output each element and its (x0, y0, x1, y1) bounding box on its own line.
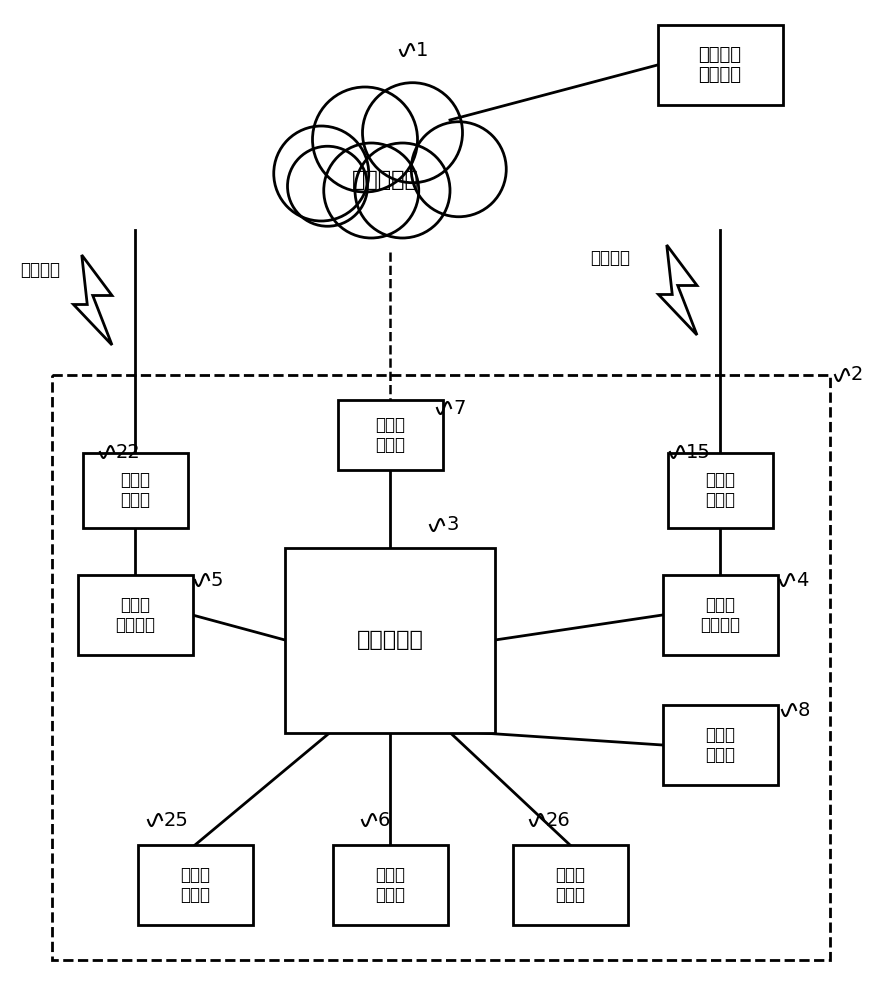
Circle shape (355, 143, 450, 238)
Text: 中央控制器: 中央控制器 (356, 630, 423, 650)
Bar (662, 705, 778, 785)
Text: 7: 7 (453, 398, 465, 418)
Bar (83, 452, 188, 528)
Text: 6: 6 (378, 810, 390, 830)
Text: 起爆器
存储器: 起爆器 存储器 (705, 726, 735, 764)
Circle shape (324, 143, 419, 238)
Circle shape (363, 83, 462, 183)
Bar (658, 25, 782, 105)
Bar (338, 400, 443, 470)
Circle shape (313, 87, 418, 192)
Text: 5: 5 (211, 570, 223, 589)
Text: 爆破母线: 爆破母线 (20, 261, 60, 279)
Circle shape (287, 146, 367, 226)
Text: 爆破母线: 爆破母线 (590, 249, 630, 267)
Bar (285, 548, 495, 732)
Text: 1: 1 (416, 40, 428, 60)
Text: 25: 25 (164, 810, 188, 830)
Text: 第二接
线端子: 第二接 线端子 (120, 471, 150, 509)
Text: 3: 3 (446, 516, 459, 534)
Bar (138, 845, 252, 925)
Bar (668, 452, 773, 528)
Text: 环境采
集模块: 环境采 集模块 (555, 866, 585, 904)
Text: 电源控
制模块: 电源控 制模块 (375, 866, 405, 904)
Text: 2: 2 (851, 365, 863, 384)
Text: 云端通
讯模块: 云端通 讯模块 (375, 416, 405, 454)
Bar (512, 845, 628, 925)
Text: 第一接
线端子: 第一接 线端子 (705, 471, 735, 509)
Text: 22: 22 (116, 442, 140, 462)
Text: 云端服务器: 云端服务器 (351, 170, 419, 190)
Text: 内蓄能
起爆模块: 内蓄能 起爆模块 (700, 596, 740, 634)
Polygon shape (74, 255, 112, 345)
Polygon shape (659, 245, 697, 335)
Text: 26: 26 (546, 810, 571, 830)
Text: 外蓄能
起爆模块: 外蓄能 起爆模块 (115, 596, 155, 634)
Text: 15: 15 (686, 442, 711, 462)
Circle shape (274, 126, 369, 221)
Text: 公安民爆
管理系统: 公安民爆 管理系统 (699, 46, 741, 84)
Bar (662, 575, 778, 655)
Bar (52, 375, 830, 960)
Bar (77, 575, 193, 655)
Bar (332, 845, 447, 925)
Text: 8: 8 (798, 700, 811, 720)
Text: 生物采
集模块: 生物采 集模块 (180, 866, 210, 904)
Text: 4: 4 (796, 570, 808, 589)
Circle shape (412, 122, 506, 217)
